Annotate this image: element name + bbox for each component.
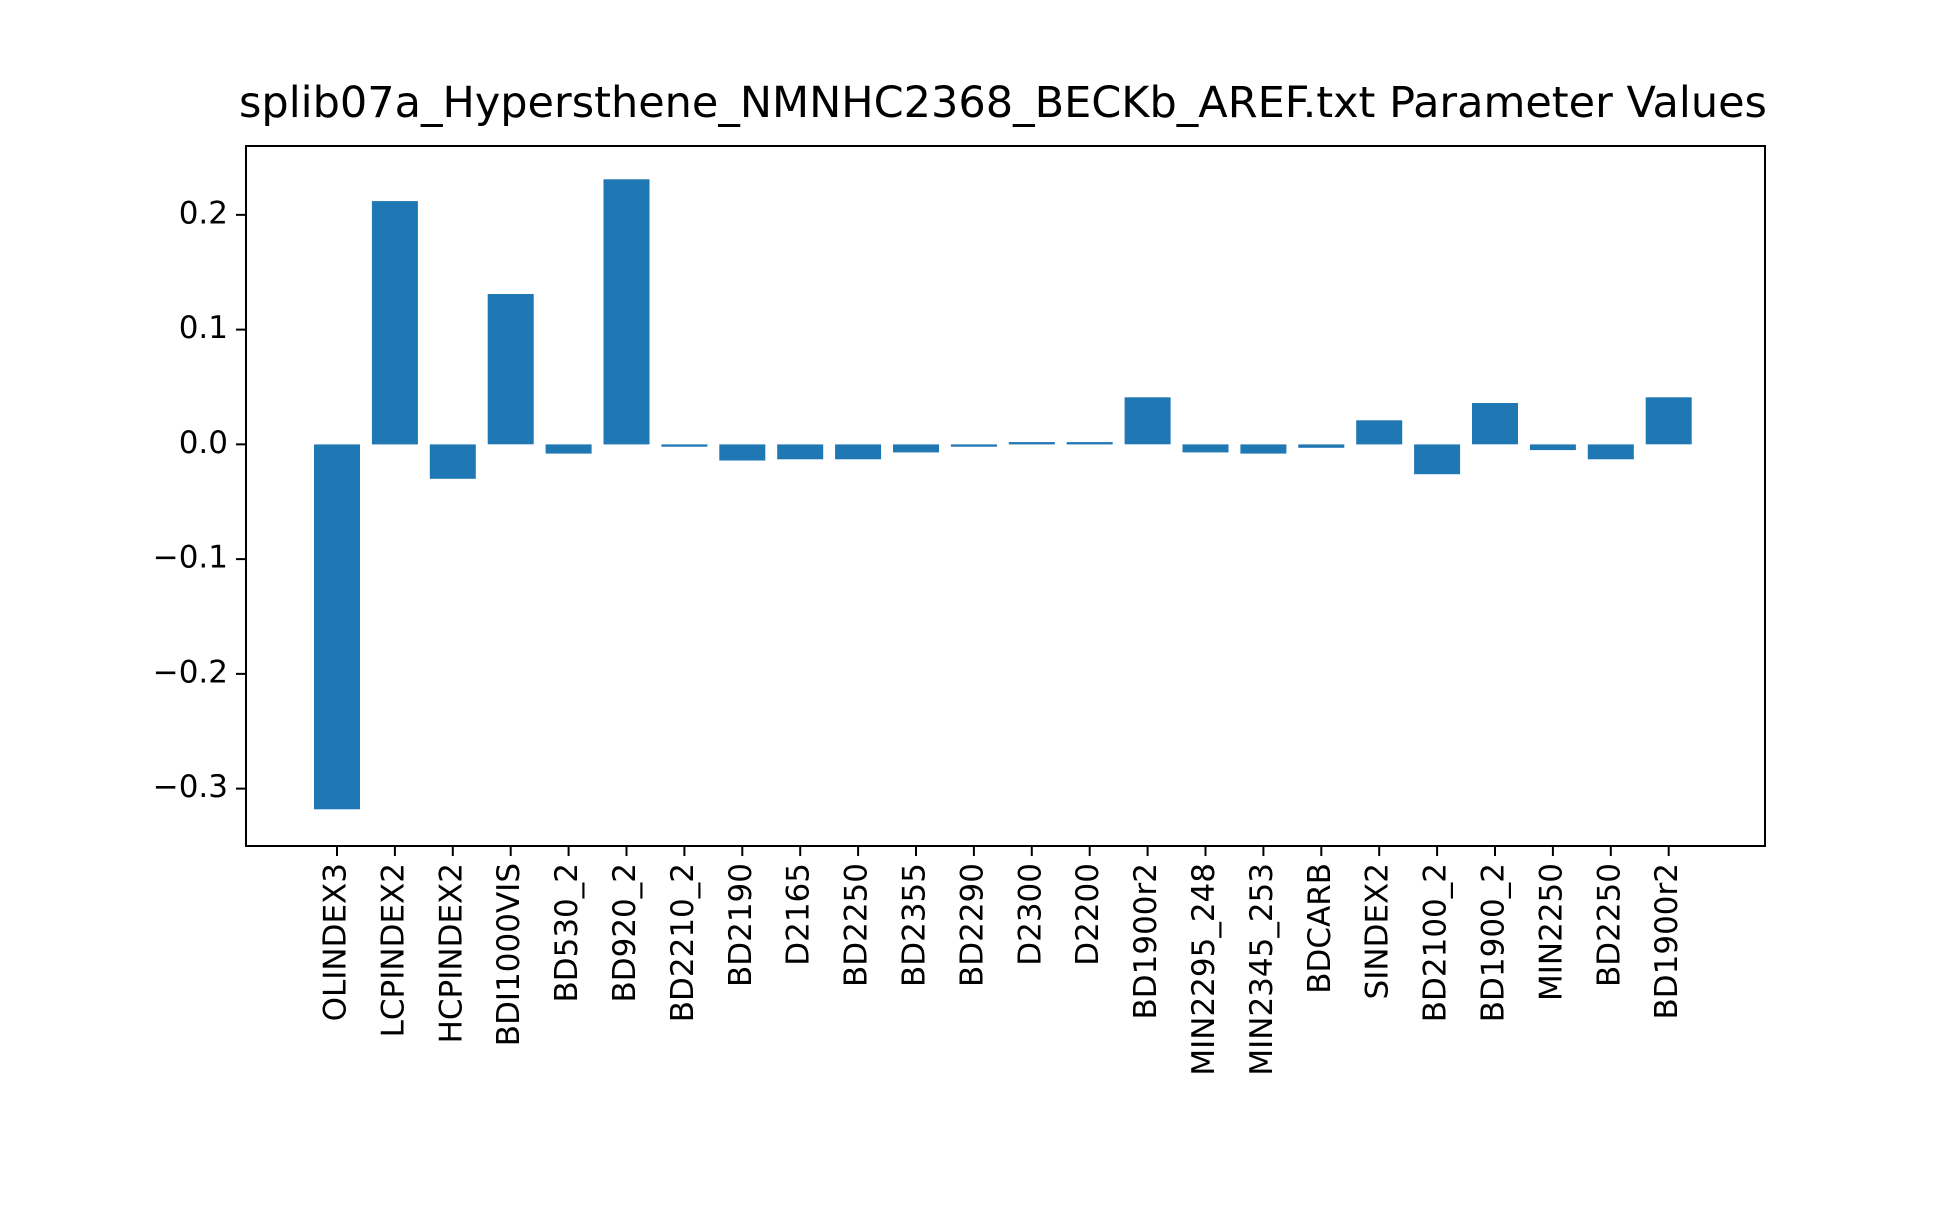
bar-bd1900r2-23 [1645,397,1692,445]
y-tick-label: 0.0 [179,425,228,461]
y-axis: 0.2 0.1 0.0 −0.1 −0.2 −0.3 [153,195,246,805]
bar-min2295-248-15 [1182,444,1229,453]
bar-bd2250-22 [1587,444,1634,460]
x-axis: OLINDEX3 LCPINDEX2 HCPINDEX2 BDI1000VIS BD53… [318,846,1685,1076]
bar-min2250-21 [1529,444,1576,451]
y-tick-label: −0.2 [153,654,228,690]
bar-d2300-12 [1008,442,1055,445]
bar-olindex3-0 [314,444,360,810]
x-tick-label: BD2190 [723,863,759,987]
bar-lcpindex2-1 [371,201,418,445]
bar-bd1900r2-14 [1124,397,1171,445]
bar-bd2250-9 [835,444,882,460]
x-tick-label: BD1900_2 [1476,863,1512,1022]
bar-d2200-13 [1066,442,1113,445]
x-tick-label: BD920_2 [607,863,643,1003]
plot-frame [245,145,1766,847]
bar-bd2190-7 [719,444,766,461]
x-tick-label: BD1900r2 [1128,863,1164,1020]
x-tick-label: D2200 [1070,863,1106,966]
bar-bdcarb-17 [1298,444,1345,448]
x-tick-label: BD2250 [839,863,875,987]
x-tick-label: BD1900r2 [1649,863,1685,1020]
bar-bd920-2-5 [603,179,650,445]
x-tick-label: BD2290 [954,863,990,987]
x-tick-label: BD2100_2 [1418,863,1454,1022]
x-tick-label: LCPINDEX2 [375,863,411,1037]
x-tick-label: BD530_2 [549,863,585,1003]
x-tick-label: BDI1000VIS [491,863,527,1046]
x-tick-label: BD2250 [1591,863,1627,987]
y-tick-label: 0.2 [179,195,228,231]
bar-min2345-253-16 [1240,444,1287,454]
bar-hcpindex2-2 [429,444,476,479]
x-tick-label: HCPINDEX2 [433,863,469,1043]
bar-bd1900-2-20 [1472,403,1518,445]
x-tick-label: MIN2250 [1533,863,1569,1001]
x-tick-label: BD2355 [897,863,933,987]
x-tick-label: OLINDEX3 [318,863,354,1021]
bar-bd530-2-4 [545,444,592,454]
x-tick-label: MIN2345_253 [1244,863,1280,1076]
bar-d2165-8 [777,444,824,460]
y-tick-label: −0.3 [153,769,228,805]
bar-bd2290-11 [950,444,997,447]
bar-bdi1000vis-3 [487,294,534,445]
bar-sindex2-18 [1356,420,1403,445]
y-tick-label: 0.1 [179,310,228,346]
x-tick-label: SINDEX2 [1360,863,1396,999]
x-tick-label: D2300 [1012,863,1048,966]
y-tick-label: −0.1 [153,540,228,576]
x-tick-label: BDCARB [1302,863,1338,994]
bar-bd2100-2-19 [1414,444,1461,475]
bars-group [314,179,1692,810]
chart-title: splib07a_Hypersthene_NMNHC2368_BECKb_ARE… [239,78,1767,128]
x-tick-label: D2165 [781,863,817,966]
x-tick-label: BD2210_2 [665,863,701,1022]
bar-bd2355-10 [893,444,939,453]
bar-bd2210-2-6 [661,444,708,447]
x-tick-label: MIN2295_248 [1186,863,1222,1076]
